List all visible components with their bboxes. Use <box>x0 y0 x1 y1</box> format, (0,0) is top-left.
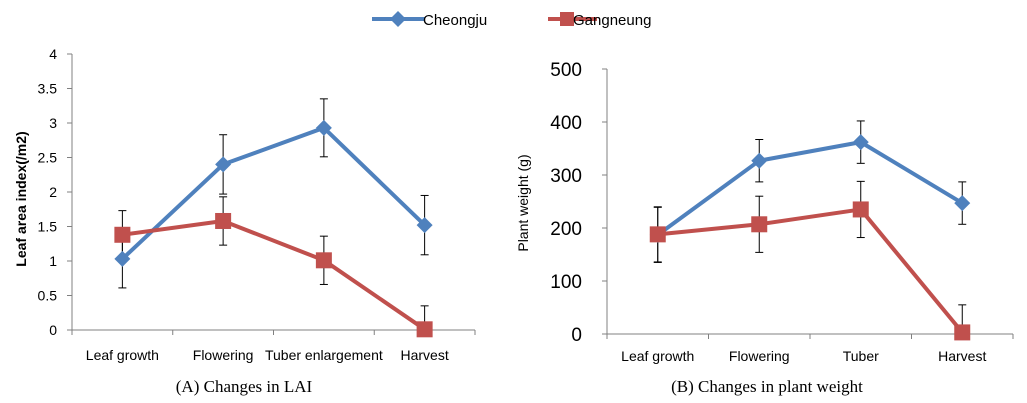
x-category-label: Harvest <box>401 347 449 363</box>
y-tick-label: 500 <box>550 60 582 81</box>
data-point-cheongju <box>751 152 768 169</box>
chart-a-ylabel: Leaf area index(/m2) <box>13 131 29 266</box>
data-point-gangneung <box>852 201 869 218</box>
y-tick-label: 3.5 <box>38 81 58 97</box>
y-tick-label: 0.5 <box>38 288 58 304</box>
chart-b-ylabel: Plant weight (g) <box>515 154 531 251</box>
y-tick-label: 300 <box>550 166 582 187</box>
y-tick-label: 0 <box>571 325 582 346</box>
data-point-cheongju <box>114 250 131 267</box>
data-point-gangneung <box>416 321 433 338</box>
legend-marker-cheongju <box>390 11 406 27</box>
legend: Cheongju Gangneung <box>372 11 651 29</box>
x-category-label: Harvest <box>938 348 986 364</box>
legend-label-gangneung: Gangneung <box>573 12 651 29</box>
data-point-cheongju <box>954 195 971 212</box>
data-point-gangneung <box>954 324 971 341</box>
x-category-label: Flowering <box>729 348 790 364</box>
y-tick-label: 3 <box>49 115 57 131</box>
y-tick-label: 400 <box>550 113 582 134</box>
data-point-gangneung <box>751 216 768 233</box>
data-point-gangneung <box>649 226 666 243</box>
y-tick-label: 0 <box>49 322 57 338</box>
chart-b-caption: (B) Changes in plant weight <box>671 377 863 396</box>
x-category-label: Leaf growth <box>86 347 159 363</box>
legend-label-cheongju: Cheongju <box>423 12 487 29</box>
series-line-gangneung <box>122 218 426 331</box>
x-category-label: Tuber <box>843 348 879 364</box>
data-point-gangneung <box>215 212 232 229</box>
y-tick-label: 100 <box>550 272 582 293</box>
data-point-gangneung <box>114 226 131 243</box>
chart-plant-weight: 0 100 200 300 400 500 Leaf growth Flowering Tube… <box>550 60 1014 364</box>
y-tick-label: 2 <box>49 184 57 200</box>
data-point-cheongju <box>416 217 433 234</box>
y-tick-label: 4 <box>49 46 57 62</box>
x-category-label: Tuber enlargement <box>265 347 383 363</box>
y-tick-label: 1 <box>49 253 57 269</box>
data-point-gangneung <box>315 252 332 269</box>
y-tick-label: 1.5 <box>38 219 58 235</box>
y-tick-label: 2.5 <box>38 150 58 166</box>
chart-a-caption: (A) Changes in LAI <box>176 377 313 396</box>
data-point-cheongju <box>215 156 232 173</box>
y-tick-label: 200 <box>550 219 582 240</box>
legend-marker-gangneung <box>560 12 574 26</box>
data-point-cheongju <box>315 119 332 136</box>
series-line-cheongju <box>656 140 964 237</box>
series-line-cheongju <box>121 125 427 261</box>
series-line-gangneung <box>657 207 964 334</box>
x-category-label: Flowering <box>193 347 254 363</box>
x-category-label: Leaf growth <box>621 348 694 364</box>
data-point-cheongju <box>852 134 869 151</box>
chart-lai: 0 0.5 1 1.5 2 2.5 3 3.5 4 Leaf growth Flowering Tub… <box>38 46 476 363</box>
